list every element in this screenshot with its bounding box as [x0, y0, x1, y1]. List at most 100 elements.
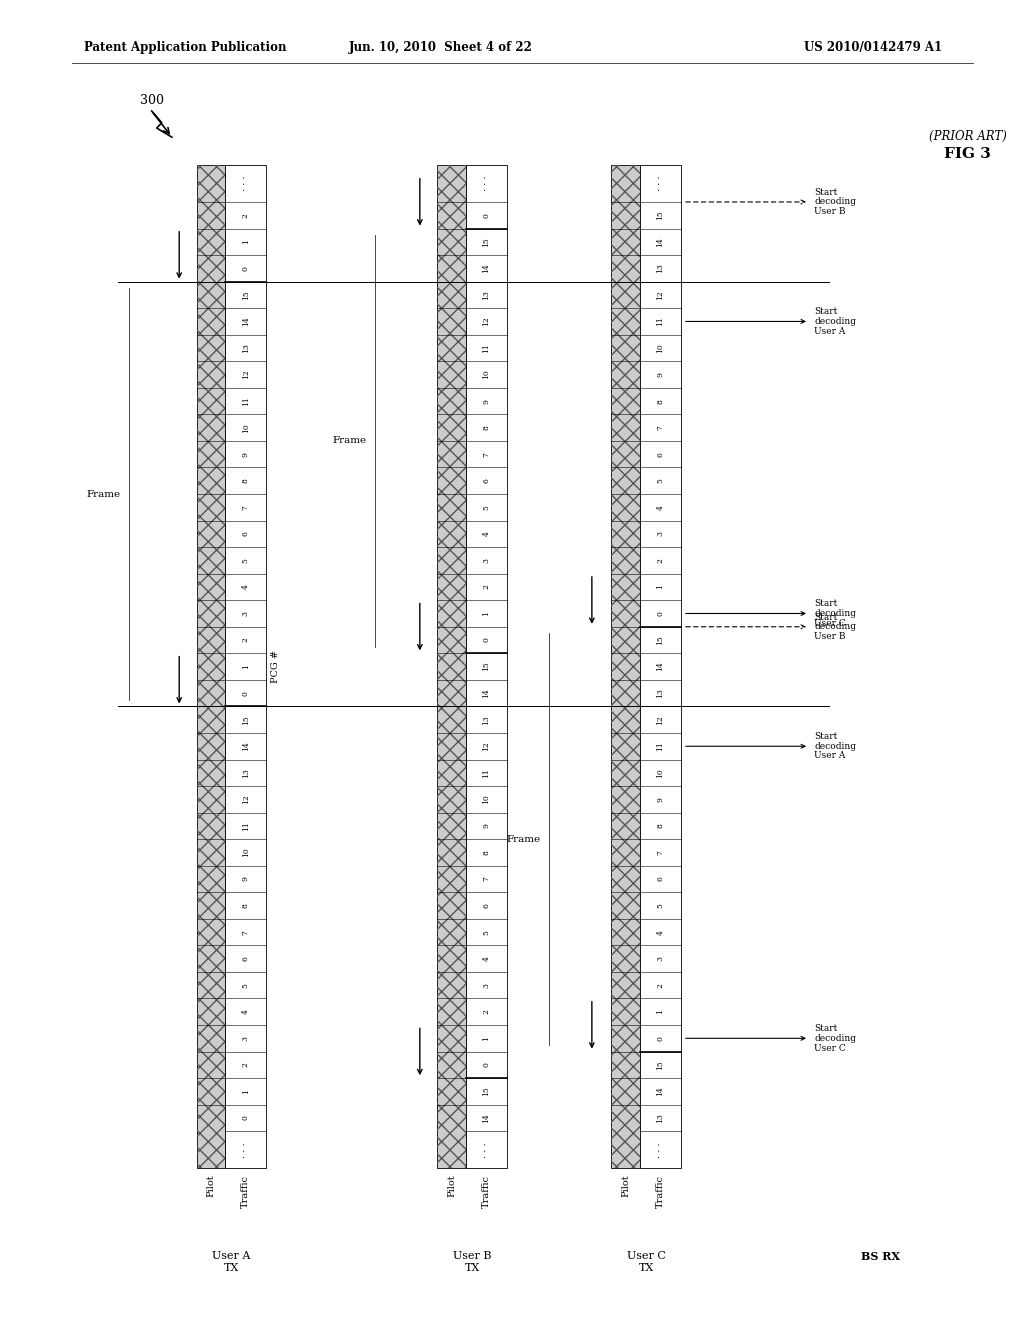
Bar [197, 165, 225, 1168]
Text: Frame: Frame [87, 490, 121, 499]
Text: 1: 1 [242, 664, 250, 669]
Text: 4: 4 [482, 532, 490, 536]
Text: 2: 2 [242, 213, 250, 218]
Text: 0: 0 [656, 611, 665, 616]
Text: Start
decoding
User C: Start decoding User C [814, 1024, 856, 1052]
Text: 15: 15 [242, 290, 250, 300]
Text: 11: 11 [482, 343, 490, 352]
Bar [611, 165, 640, 1168]
Text: 5: 5 [656, 478, 665, 483]
Text: · · ·: · · · [482, 176, 490, 191]
Text: 13: 13 [242, 343, 250, 352]
Text: 14: 14 [482, 1113, 490, 1123]
Text: · · ·: · · · [242, 176, 250, 191]
Text: 0: 0 [482, 1063, 490, 1068]
Text: 2: 2 [482, 585, 490, 590]
Text: 14: 14 [656, 1086, 665, 1097]
Text: 15: 15 [656, 210, 665, 220]
Bar [437, 165, 466, 1168]
Text: 13: 13 [656, 688, 665, 698]
Text: 6: 6 [242, 532, 250, 536]
Bar [611, 165, 640, 1168]
Text: 10: 10 [242, 422, 250, 433]
Text: 12: 12 [656, 290, 665, 300]
Text: Pilot: Pilot [207, 1175, 215, 1197]
Text: (PRIOR ART): (PRIOR ART) [929, 129, 1007, 143]
Text: 14: 14 [482, 688, 490, 698]
Text: 7: 7 [482, 451, 490, 457]
Text: 2: 2 [242, 1063, 250, 1068]
Bar [225, 165, 266, 1168]
Text: Pilot: Pilot [447, 1175, 456, 1197]
Text: 4: 4 [656, 504, 665, 510]
Text: 5: 5 [242, 558, 250, 562]
Text: 9: 9 [482, 824, 490, 829]
Text: 11: 11 [242, 821, 250, 830]
Text: US 2010/0142479 A1: US 2010/0142479 A1 [804, 41, 942, 54]
Text: 15: 15 [482, 661, 490, 672]
Text: 14: 14 [656, 236, 665, 247]
Text: 15: 15 [242, 715, 250, 725]
Text: 8: 8 [482, 425, 490, 430]
Text: User C
TX: User C TX [627, 1251, 666, 1272]
Text: Traffic: Traffic [482, 1175, 490, 1208]
Text: 0: 0 [242, 1115, 250, 1121]
Text: Traffic: Traffic [656, 1175, 665, 1208]
Text: 3: 3 [482, 982, 490, 987]
Text: 13: 13 [242, 768, 250, 777]
Text: 14: 14 [656, 661, 665, 672]
Text: 1: 1 [482, 1036, 490, 1040]
Text: 10: 10 [656, 343, 665, 352]
Text: 7: 7 [656, 850, 665, 855]
Text: 10: 10 [482, 370, 490, 379]
Text: 8: 8 [242, 903, 250, 908]
Text: 14: 14 [242, 317, 250, 326]
Text: 11: 11 [656, 742, 665, 751]
Text: 15: 15 [656, 1060, 665, 1069]
Text: 7: 7 [242, 929, 250, 935]
Text: 2: 2 [242, 638, 250, 643]
Text: 8: 8 [656, 399, 665, 404]
Text: Jun. 10, 2010  Sheet 4 of 22: Jun. 10, 2010 Sheet 4 of 22 [348, 41, 532, 54]
Text: 4: 4 [242, 1010, 250, 1014]
Text: Start
decoding
User B: Start decoding User B [814, 612, 856, 642]
Text: 14: 14 [242, 742, 250, 751]
Text: 6: 6 [242, 956, 250, 961]
Text: BS RX: BS RX [861, 1251, 900, 1262]
Text: 5: 5 [656, 903, 665, 908]
Text: 3: 3 [656, 956, 665, 961]
Text: 5: 5 [242, 983, 250, 987]
Text: 1: 1 [656, 585, 665, 590]
Text: 6: 6 [656, 451, 665, 457]
Text: 13: 13 [656, 1113, 665, 1123]
Text: 0: 0 [482, 213, 490, 218]
Text: 7: 7 [482, 876, 490, 882]
Text: 13: 13 [482, 714, 490, 725]
Text: 1: 1 [242, 239, 250, 244]
Text: PCG #: PCG # [271, 651, 281, 684]
Text: · · ·: · · · [656, 1142, 665, 1158]
Bar [437, 165, 466, 1168]
Text: 9: 9 [656, 372, 665, 378]
Text: 0: 0 [242, 265, 250, 271]
Text: 13: 13 [482, 290, 490, 300]
Text: · · ·: · · · [656, 176, 665, 191]
Bar [197, 165, 225, 1168]
Text: 11: 11 [482, 768, 490, 777]
Text: 12: 12 [482, 742, 490, 751]
Text: 8: 8 [482, 850, 490, 855]
Text: 0: 0 [482, 638, 490, 643]
Text: 4: 4 [482, 956, 490, 961]
Text: Start
decoding
User A: Start decoding User A [814, 308, 856, 335]
Text: 300: 300 [139, 94, 164, 107]
Text: Frame: Frame [507, 834, 541, 843]
Text: 6: 6 [656, 876, 665, 882]
Text: 4: 4 [656, 929, 665, 935]
Text: Pilot: Pilot [622, 1175, 630, 1197]
Text: Traffic: Traffic [242, 1175, 250, 1208]
Text: 8: 8 [656, 824, 665, 829]
Text: 1: 1 [656, 1010, 665, 1014]
Text: 6: 6 [482, 478, 490, 483]
Text: 9: 9 [242, 451, 250, 457]
Text: 6: 6 [482, 903, 490, 908]
